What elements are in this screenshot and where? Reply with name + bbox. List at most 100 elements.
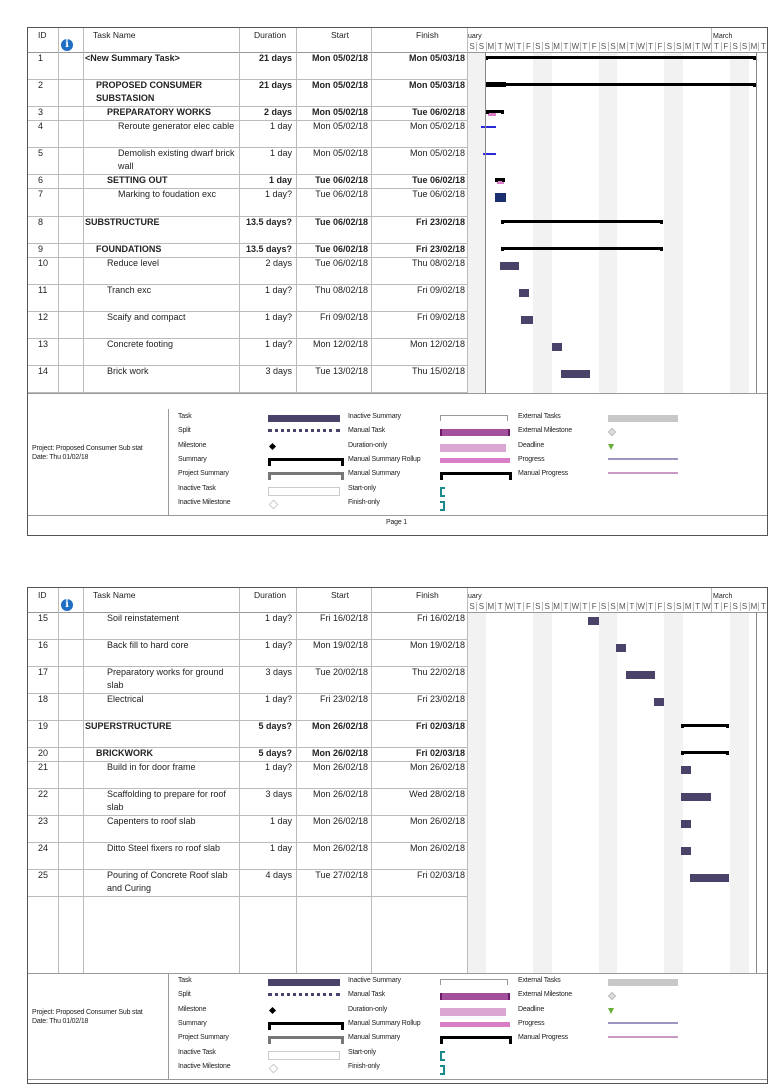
column-header-finish[interactable]: Finish: [416, 590, 439, 600]
legend-label: Task: [178, 977, 192, 984]
task-id: 21: [38, 762, 49, 772]
weekend-shade: [673, 52, 684, 393]
task-duration: 3 days: [265, 789, 292, 799]
task-row[interactable]: 5 Demolish existing dwarf brick wall 1 day…: [28, 147, 467, 174]
column-header-duration[interactable]: Duration: [254, 590, 287, 600]
manual-summary-legend-symbol: [440, 1036, 512, 1045]
legend-label: Progress: [518, 455, 545, 463]
task-name: Tranch exc: [107, 285, 152, 295]
task-finish: Mon 05/03/18: [408, 80, 465, 90]
legend-label: Milestone: [178, 1005, 207, 1013]
legend-label: Project Summary: [178, 470, 229, 478]
task-start: Tue 06/02/18: [315, 258, 368, 268]
summary-bar: [501, 247, 663, 251]
task-row[interactable]: 11 Tranch exc 1 day? Thu 08/02/18 Fri 09/02/…: [28, 284, 467, 311]
task-bar: [654, 698, 664, 706]
timescale-day: S: [730, 602, 739, 611]
task-duration: 1 day?: [264, 339, 292, 349]
task-id: 23: [38, 816, 49, 826]
task-id: 4: [38, 121, 44, 131]
task-row[interactable]: 25 Pouring of Concrete Roof slab and Curi…: [28, 869, 467, 896]
column-header-task-name[interactable]: Task Name: [93, 590, 136, 600]
task-row[interactable]: 20 BRICKWORK 5 days? Mon 26/02/18 Fri 02/03/…: [28, 747, 467, 761]
duration-only-legend-symbol: [440, 1007, 506, 1016]
weekend-shade: [542, 612, 552, 973]
table-bottom: [28, 973, 767, 974]
legend-label: Start-only: [348, 484, 376, 492]
task-row[interactable]: 24 Ditto Steel fixers ro roof slab 1 day Mo…: [28, 842, 467, 869]
legend-divider: [168, 973, 169, 1079]
task-id: 16: [38, 640, 49, 650]
column-header-start[interactable]: Start: [331, 590, 349, 600]
timescale-day: T: [692, 42, 702, 51]
task-row[interactable]: 4 Reroute generator elec cable 1 day Mon 05…: [28, 120, 467, 147]
row-divider: [28, 896, 467, 897]
timescale-day: T: [758, 602, 767, 611]
task-row[interactable]: 3 PREPARATORY WORKS 2 days Mon 05/02/18 Tue …: [28, 106, 467, 120]
legend-label: Manual Task: [348, 427, 385, 435]
info-icon: i: [61, 599, 73, 611]
column-divider: [58, 588, 59, 973]
task-row[interactable]: 21 Build in for door frame 1 day? Mon 26/02…: [28, 761, 467, 788]
task-row[interactable]: 6 SETTING OUT 1 day Tue 06/02/18 Tue 06/02/1…: [28, 174, 467, 188]
task-finish: Mon 12/02/18: [409, 339, 465, 349]
legend-label: Manual Summary Rollup: [348, 1019, 421, 1027]
legend-label: Deadline: [518, 1005, 545, 1013]
task-id: 15: [38, 613, 49, 623]
task-name: Reroute generator elec cable: [118, 121, 235, 131]
task-row[interactable]: 23 Capenters to roof slab 1 day Mon 26/02/1…: [28, 815, 467, 842]
task-row[interactable]: 16 Back fill to hard core 1 day? Mon 19/02/…: [28, 639, 467, 666]
task-row[interactable]: 10 Reduce level 2 days Tue 06/02/18 Thu 08/0…: [28, 257, 467, 284]
task-row[interactable]: 19 SUPERSTRUCTURE 5 days? Mon 26/02/18 Fri 0…: [28, 720, 467, 747]
legend-label: Start-only: [348, 1048, 376, 1056]
task-start: Mon 26/02/18: [312, 789, 368, 799]
task-row[interactable]: 18 Electrical 1 day? Fri 23/02/18 Fri 23/02/…: [28, 693, 467, 720]
column-header-task-name[interactable]: Task Name: [93, 30, 136, 40]
legend-label: Manual Progress: [518, 1034, 568, 1042]
legend-label: Manual Summary Rollup: [348, 455, 421, 463]
timescale-day: F: [523, 42, 532, 51]
task-bar: [616, 644, 626, 652]
timescale-day: T: [758, 42, 767, 51]
column-header-id[interactable]: ID: [38, 590, 47, 600]
task-finish: Fri 02/03/18: [416, 870, 465, 880]
gantt-page-2: ID Task Name Duration Start Finish i uary March…: [27, 587, 768, 1084]
task-bar: [552, 343, 562, 351]
progress-legend-symbol: [608, 1021, 678, 1024]
column-header-id[interactable]: ID: [38, 30, 47, 40]
task-row[interactable]: 1 <New Summary Task> 21 days Mon 05/02/18 Mo…: [28, 52, 467, 79]
task-id: 20: [38, 748, 49, 758]
timescale-day: M: [749, 42, 758, 51]
task-id: 11: [38, 285, 48, 295]
column-header-start[interactable]: Start: [331, 30, 349, 40]
task-row[interactable]: 2 PROPOSED CONSUMER SUBSTASION 21 days Mon …: [28, 79, 467, 106]
task-row[interactable]: 7 Marking to foudation exc 1 day? Tue 06/02…: [28, 188, 467, 216]
task-row[interactable]: 8 SUBSTRUCTURE 13.5 days? Tue 06/02/18 Fri 2…: [28, 216, 467, 243]
timescale-day: T: [495, 42, 504, 51]
legend-label: Manual Task: [348, 991, 385, 999]
timescale-day: M: [617, 42, 626, 51]
task-row[interactable]: 14 Brick work 3 days Tue 13/02/18 Thu 15/02/…: [28, 365, 467, 392]
row-divider: [28, 761, 467, 762]
column-header-finish[interactable]: Finish: [416, 30, 439, 40]
timescale-day: W: [504, 602, 514, 611]
task-row[interactable]: 22 Scaffolding to prepare for roof slab 3 …: [28, 788, 467, 815]
task-name: SETTING OUT: [107, 175, 168, 185]
task-start: Tue 06/02/18: [315, 217, 368, 227]
task-row[interactable]: 15 Soil reinstatement 1 day? Fri 16/02/18 Fr…: [28, 612, 467, 639]
task-row[interactable]: 17 Preparatory works for ground slab 3 day…: [28, 666, 467, 693]
legend-divider: [168, 409, 169, 515]
task-duration: 1 day?: [264, 640, 292, 650]
timescale-day: T: [561, 42, 570, 51]
task-finish: Tue 06/02/18: [412, 107, 465, 117]
project-date: Date: Thu 01/02/18: [32, 1018, 89, 1025]
task-name: Capenters to roof slab: [107, 816, 196, 826]
column-header-duration[interactable]: Duration: [254, 30, 287, 40]
task-id: 2: [38, 80, 44, 90]
task-row[interactable]: 12 Scaify and compact 1 day? Fri 09/02/18 Fr…: [28, 311, 467, 338]
task-name: Pouring of Concrete Roof slab and Curing: [107, 870, 228, 893]
timescale-day: W: [636, 602, 645, 611]
task-row[interactable]: 9 FOUNDATIONS 13.5 days? Tue 06/02/18 Fri 23…: [28, 243, 467, 257]
manual-task-bar: [488, 111, 496, 116]
task-row[interactable]: 13 Concrete footing 1 day? Mon 12/02/18 Mon …: [28, 338, 467, 365]
